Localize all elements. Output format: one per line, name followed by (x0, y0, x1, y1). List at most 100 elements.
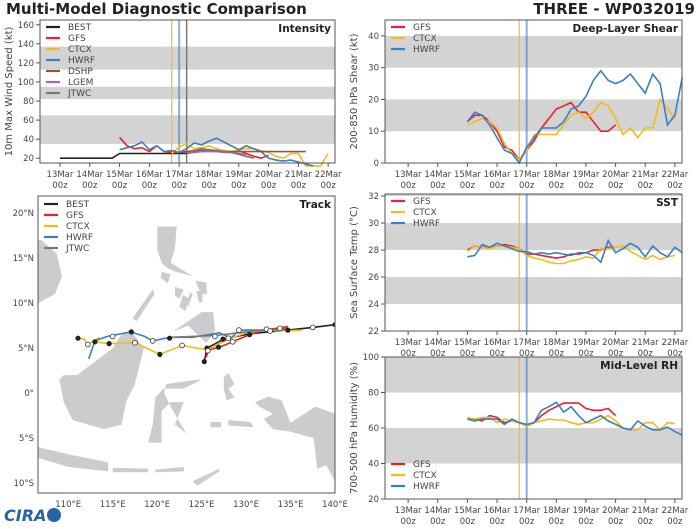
track-marker-open (229, 338, 236, 345)
x-tick-label: 00z (460, 517, 476, 525)
x-tick-label: 00z (142, 181, 158, 191)
legend-label: CTCX (413, 471, 437, 481)
x-tick-label: 22Mar (661, 506, 688, 516)
x-tick-label: 00z (638, 181, 654, 191)
series-line-ctcx (467, 97, 676, 161)
legend-label: GFS (66, 211, 84, 221)
series-line-ctcx (466, 245, 676, 265)
legend-label: CTCX (413, 34, 437, 44)
land-newguinea (255, 396, 335, 481)
land-panay (174, 286, 184, 299)
x-tick-label: 00z (321, 181, 337, 191)
x-tick-label: 00z (82, 181, 98, 191)
legend-label: CTCX (413, 208, 437, 218)
panel-title: Mid-Level RH (600, 360, 678, 372)
lat-tick-label: 5°S (19, 434, 34, 444)
x-tick-label: 00z (489, 181, 505, 191)
series-line-hwrf (466, 69, 684, 165)
x-tick-label: 00z (519, 349, 535, 359)
x-tick-label: 00z (578, 349, 594, 359)
lon-tick-label: 135°E (278, 500, 304, 510)
legend-label: JTWC (67, 89, 91, 99)
legend-label: HWRF (66, 233, 93, 243)
lon-tick-label: 130°E (233, 500, 259, 510)
legend-label: JTWC (65, 244, 89, 254)
x-tick-label: 00z (172, 181, 188, 191)
panel-title: SST (656, 197, 679, 209)
x-tick-label: 00z (519, 181, 535, 191)
x-tick-label: 17Mar (513, 170, 540, 180)
legend-label: LGEM (68, 78, 93, 88)
x-tick-label: 00z (608, 517, 624, 525)
land-cebu (186, 292, 193, 307)
legend-label: HWRF (413, 45, 440, 55)
legend-label: CTCX (66, 222, 90, 232)
x-tick-label: 13Mar (395, 338, 422, 348)
x-tick-label: 21Mar (632, 170, 659, 180)
x-tick-label: 18Mar (543, 338, 570, 348)
panel-shear: 01020304013Mar00z14Mar00z15Mar00z16Mar00… (349, 19, 689, 191)
x-tick-label: 13Mar (395, 170, 422, 180)
land-borneo (59, 330, 144, 430)
x-tick-label: 00z (460, 181, 476, 191)
legend-label: GFS (68, 34, 86, 44)
legend-label: HWRF (68, 56, 95, 66)
series-line-dshp (186, 149, 306, 155)
x-tick-label: 00z (549, 349, 565, 359)
y-tick-label: 20 (368, 495, 379, 505)
x-tick-label: 13Mar (47, 170, 74, 180)
y-tick-label: 0 (374, 159, 379, 169)
storm-id: THREE - WP032019 (533, 0, 695, 18)
map-frame (37, 195, 336, 494)
panel-sst: 22242628303213Mar00z14Mar00z15Mar00z16Ma… (349, 192, 689, 359)
x-tick-label: 00z (261, 181, 277, 191)
land-buru (210, 421, 222, 428)
lat-tick-label: 10°S (14, 479, 34, 489)
shaded-band (385, 357, 682, 393)
x-tick-label: 22Mar (661, 170, 688, 180)
legend-label: HWRF (413, 482, 440, 492)
series-line-gfs (467, 402, 617, 428)
y-tick-label: 28 (368, 246, 379, 256)
legend-label: GFS (413, 197, 431, 207)
plot-frame (39, 19, 336, 164)
y-tick-label: 32 (368, 192, 379, 202)
land-luzon (157, 226, 193, 277)
x-tick-label: 00z (201, 181, 217, 191)
land-negros (179, 295, 189, 312)
land-seram (228, 420, 254, 428)
x-tick-label: 00z (549, 181, 565, 191)
y-tick-label: 40 (368, 32, 379, 42)
x-tick-label: 22Mar (661, 338, 688, 348)
cira-logo: CIRA (4, 506, 61, 525)
shaded-band (40, 86, 335, 100)
legend-label: BEST (66, 200, 90, 210)
plot-frame (384, 193, 683, 332)
land-palawan (132, 289, 155, 322)
x-tick-label: 18Mar (543, 506, 570, 516)
y-tick-label: 20 (368, 95, 379, 105)
land-halmahera (223, 373, 235, 401)
y-tick-label: 22 (368, 327, 379, 337)
y-axis-label: Sea Surface Temp (°C) (349, 206, 360, 319)
track-marker-open (225, 335, 232, 342)
shaded-band (385, 35, 682, 68)
x-tick-label: 00z (549, 517, 565, 525)
land-sulawesi (148, 379, 202, 443)
x-tick-label: 19Mar (573, 506, 600, 516)
track-marker-filled (92, 339, 98, 345)
track-marker-filled (201, 359, 207, 365)
series-line-ctcx (467, 414, 675, 431)
x-tick-label: 16Mar (484, 170, 511, 180)
x-tick-label: 00z (400, 517, 416, 525)
x-tick-label: 15Mar (454, 170, 481, 180)
x-tick-label: 00z (638, 517, 654, 525)
track-marker-open (149, 338, 156, 344)
y-axis-label: 700-500 hPa Humidity (%) (349, 362, 360, 494)
legend-label: HWRF (413, 219, 440, 229)
y-tick-label: 80 (23, 97, 34, 107)
shaded-band (40, 115, 335, 144)
x-tick-label: 22Mar (315, 170, 342, 180)
figure-title: Multi-Model Diagnostic Comparison (6, 0, 307, 18)
plot-frame (384, 19, 683, 164)
